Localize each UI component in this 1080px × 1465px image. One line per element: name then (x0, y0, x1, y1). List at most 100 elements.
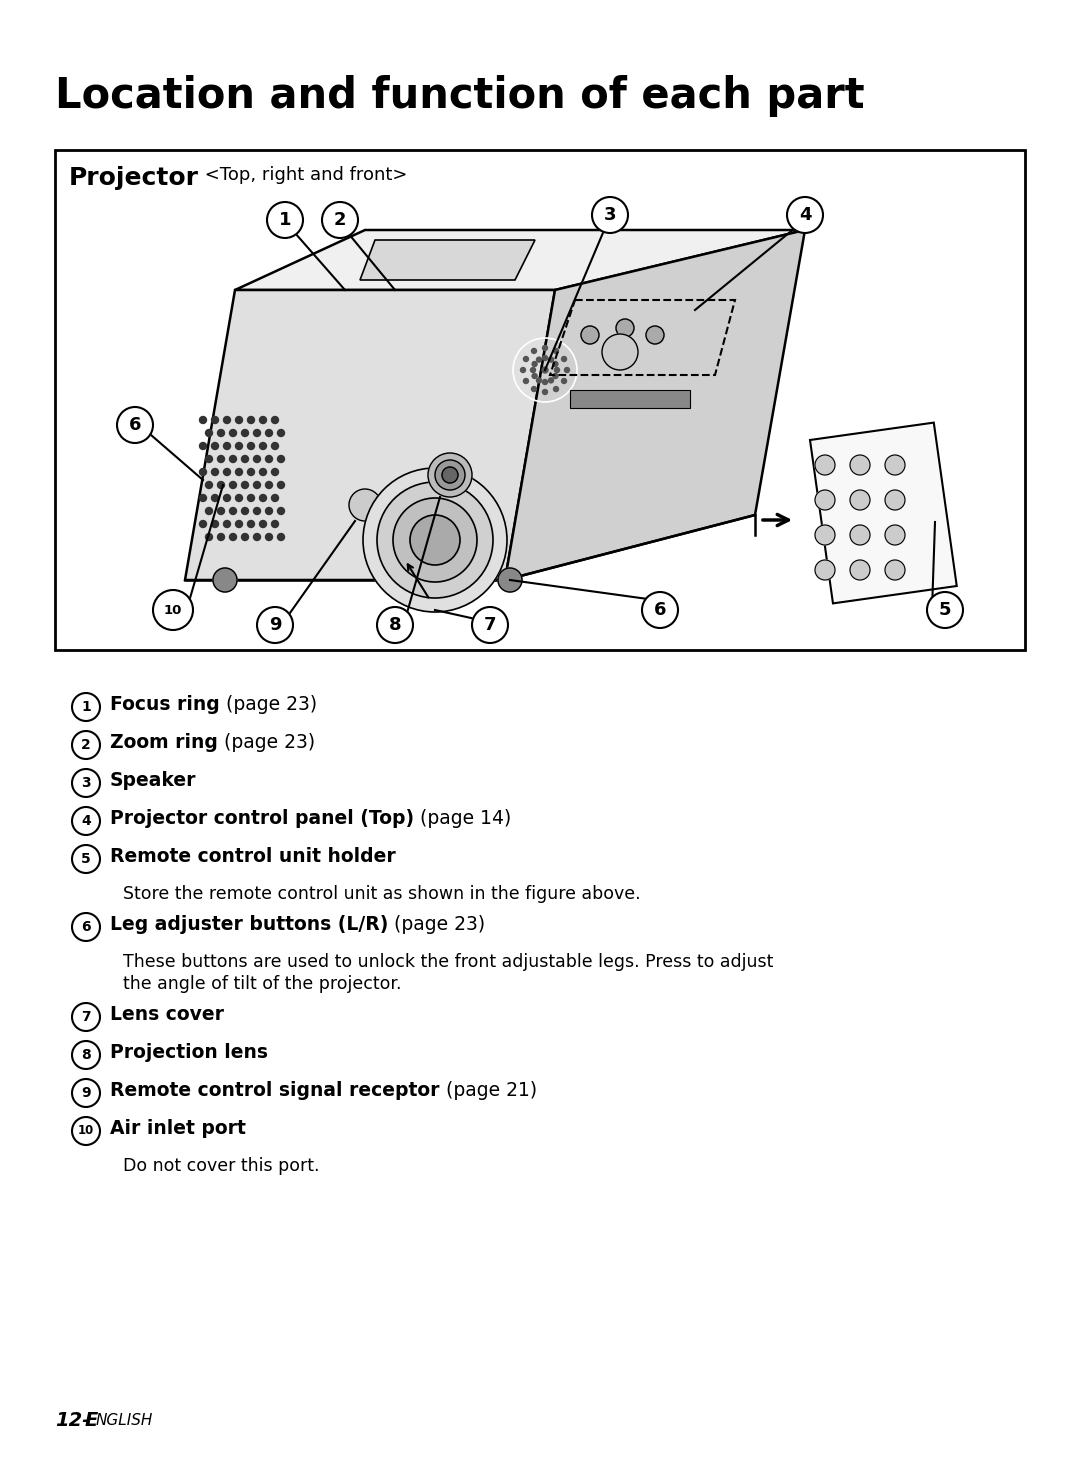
Circle shape (498, 568, 522, 592)
Circle shape (532, 362, 537, 366)
Text: Projection lens: Projection lens (110, 1043, 268, 1062)
Circle shape (581, 327, 599, 344)
Circle shape (212, 416, 218, 423)
Text: Projector control panel (Top): Projector control panel (Top) (110, 809, 414, 828)
Circle shape (524, 378, 528, 384)
Circle shape (850, 560, 870, 580)
Circle shape (259, 520, 267, 527)
Circle shape (205, 429, 213, 437)
Text: 3: 3 (604, 207, 617, 224)
Polygon shape (360, 240, 535, 280)
Bar (55, 149, 1025, 650)
Text: Air inlet port: Air inlet port (110, 1119, 246, 1138)
Circle shape (205, 456, 213, 463)
Circle shape (217, 429, 225, 437)
Circle shape (815, 560, 835, 580)
Circle shape (271, 416, 279, 423)
Circle shape (72, 913, 100, 941)
Circle shape (205, 482, 213, 488)
Text: <Top, right and front>: <Top, right and front> (199, 166, 407, 185)
Circle shape (554, 387, 558, 391)
Circle shape (235, 520, 243, 527)
Circle shape (257, 607, 293, 643)
Circle shape (410, 516, 460, 565)
Text: Remote control unit holder: Remote control unit holder (110, 847, 395, 866)
Circle shape (242, 482, 248, 488)
Circle shape (235, 495, 243, 501)
Circle shape (815, 489, 835, 510)
Circle shape (224, 469, 230, 476)
Circle shape (271, 495, 279, 501)
Circle shape (542, 346, 548, 350)
Text: 7: 7 (81, 1009, 91, 1024)
Circle shape (278, 533, 284, 541)
Circle shape (271, 520, 279, 527)
Circle shape (815, 524, 835, 545)
Circle shape (532, 374, 537, 378)
Circle shape (266, 482, 272, 488)
Text: 2: 2 (334, 211, 347, 229)
Text: (page 21): (page 21) (440, 1081, 537, 1100)
Text: 5: 5 (939, 601, 951, 620)
Circle shape (72, 731, 100, 759)
Text: 3: 3 (81, 776, 91, 790)
Circle shape (542, 368, 548, 374)
Circle shape (224, 442, 230, 450)
Circle shape (217, 507, 225, 514)
Circle shape (435, 460, 465, 489)
Circle shape (562, 378, 567, 384)
Text: (page 23): (page 23) (219, 694, 316, 713)
Circle shape (524, 356, 528, 362)
Circle shape (815, 456, 835, 475)
Circle shape (602, 334, 638, 371)
Circle shape (562, 356, 567, 362)
Circle shape (267, 202, 303, 237)
Text: (page 23): (page 23) (218, 732, 315, 752)
Circle shape (200, 469, 206, 476)
Circle shape (212, 520, 218, 527)
Circle shape (278, 507, 284, 514)
Text: Remote control signal receptor: Remote control signal receptor (110, 1081, 440, 1100)
Circle shape (542, 390, 548, 394)
Circle shape (646, 327, 664, 344)
Circle shape (229, 482, 237, 488)
Circle shape (259, 442, 267, 450)
Circle shape (229, 456, 237, 463)
Circle shape (224, 520, 230, 527)
Circle shape (266, 429, 272, 437)
Text: 8: 8 (389, 615, 402, 634)
Circle shape (247, 469, 255, 476)
Circle shape (200, 520, 206, 527)
Circle shape (235, 442, 243, 450)
Text: Focus ring: Focus ring (110, 694, 219, 713)
Circle shape (229, 507, 237, 514)
Circle shape (266, 507, 272, 514)
Circle shape (224, 416, 230, 423)
Circle shape (254, 482, 260, 488)
Polygon shape (185, 290, 555, 580)
Circle shape (363, 467, 507, 612)
Circle shape (200, 495, 206, 501)
Circle shape (205, 507, 213, 514)
Circle shape (278, 429, 284, 437)
Circle shape (212, 469, 218, 476)
Circle shape (377, 482, 492, 598)
Text: Location and function of each part: Location and function of each part (55, 75, 865, 117)
Circle shape (266, 456, 272, 463)
Text: 1: 1 (279, 211, 292, 229)
Circle shape (254, 507, 260, 514)
Circle shape (537, 378, 541, 382)
Polygon shape (505, 230, 805, 580)
Text: (page 23): (page 23) (389, 916, 486, 935)
Circle shape (553, 362, 558, 366)
Text: 4: 4 (81, 815, 91, 828)
Circle shape (200, 442, 206, 450)
Circle shape (549, 378, 554, 382)
Circle shape (72, 1080, 100, 1108)
Text: 9: 9 (269, 615, 281, 634)
Circle shape (224, 495, 230, 501)
Circle shape (850, 524, 870, 545)
Circle shape (278, 456, 284, 463)
Text: Store the remote control unit as shown in the figure above.: Store the remote control unit as shown i… (123, 885, 640, 902)
Circle shape (850, 489, 870, 510)
